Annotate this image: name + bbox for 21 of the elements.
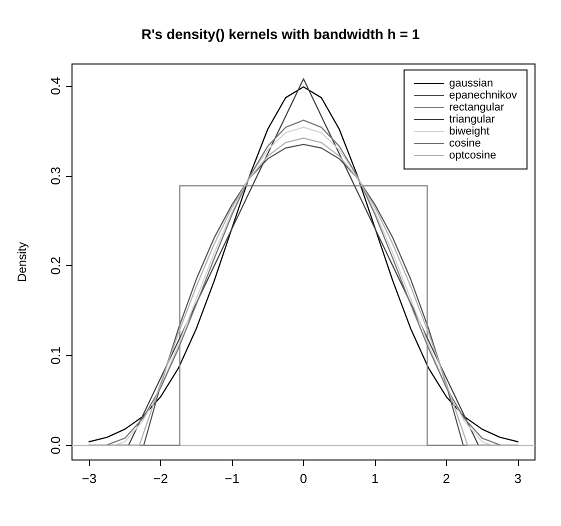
y-tick-label: 0.0 — [48, 436, 63, 454]
y-tick-label: 0.2 — [48, 256, 63, 275]
legend-label: biweight — [449, 126, 490, 138]
y-tick-label: 0.1 — [48, 346, 63, 365]
x-tick-label: −2 — [153, 471, 168, 486]
x-tick-label: −3 — [82, 471, 97, 486]
x-tick-label: 3 — [514, 471, 522, 486]
legend-label: gaussian — [449, 78, 494, 90]
x-tick-label: 2 — [442, 471, 450, 486]
legend-label: rectangular — [449, 102, 504, 114]
legend-label: cosine — [449, 138, 481, 150]
legend-label: optcosine — [449, 150, 496, 162]
y-axis-title: Density — [15, 242, 29, 282]
y-tick-label: 0.4 — [48, 76, 63, 96]
legend-label: triangular — [449, 114, 496, 126]
legend-label: epanechnikov — [449, 90, 518, 102]
chart-title: R's density() kernels with bandwidth h = 1 — [141, 26, 420, 42]
x-tick-label: 0 — [300, 471, 308, 486]
x-tick-label: 1 — [371, 471, 379, 486]
x-tick-label: −1 — [224, 471, 240, 486]
y-tick-label: 0.3 — [48, 166, 63, 185]
